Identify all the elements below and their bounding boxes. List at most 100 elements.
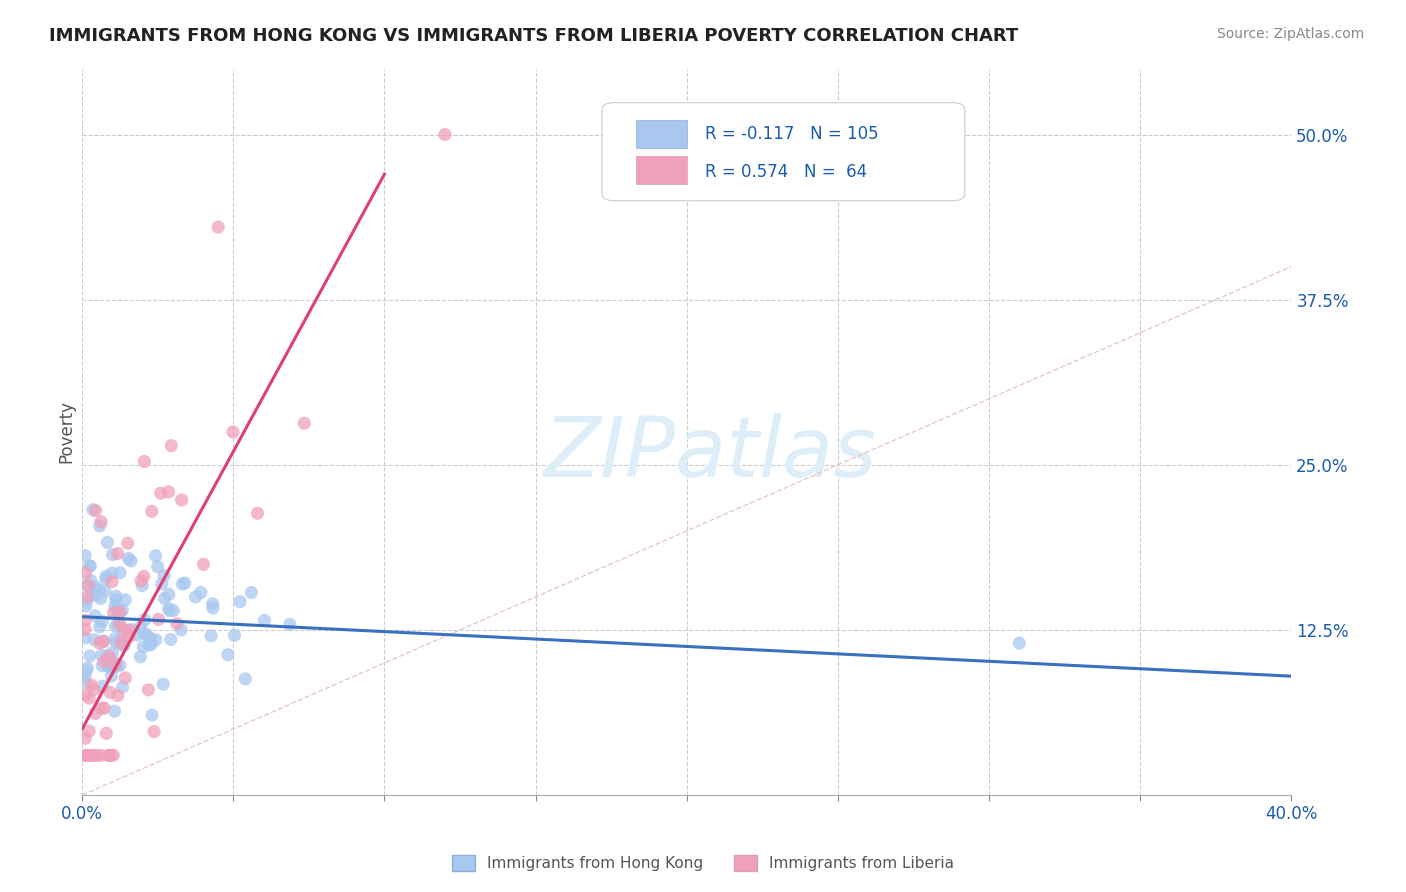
Point bbox=[83, 682, 105, 697]
Point bbox=[253, 614, 276, 628]
Text: R = -0.117   N = 105: R = -0.117 N = 105 bbox=[704, 125, 879, 143]
Point bbox=[157, 601, 180, 615]
Point bbox=[80, 574, 103, 588]
Point bbox=[152, 677, 174, 691]
Point bbox=[84, 503, 107, 517]
Point bbox=[75, 549, 97, 563]
Point bbox=[96, 535, 118, 549]
Point bbox=[86, 588, 108, 602]
Point bbox=[76, 661, 98, 675]
Point bbox=[104, 657, 127, 672]
Point bbox=[136, 628, 159, 642]
Point bbox=[229, 595, 252, 609]
Point bbox=[129, 649, 152, 664]
Point bbox=[153, 568, 176, 582]
Point bbox=[89, 620, 111, 634]
Point bbox=[101, 646, 124, 660]
Point bbox=[82, 502, 104, 516]
Point bbox=[131, 578, 153, 592]
Point bbox=[84, 706, 107, 721]
Point bbox=[190, 585, 212, 599]
Point bbox=[75, 748, 97, 763]
Text: R = 0.574   N =  64: R = 0.574 N = 64 bbox=[704, 162, 868, 181]
Point bbox=[157, 484, 180, 499]
Point bbox=[75, 664, 97, 678]
Point bbox=[89, 582, 111, 597]
Point bbox=[146, 559, 169, 574]
Point bbox=[93, 634, 115, 648]
Point bbox=[160, 439, 183, 453]
Point bbox=[173, 576, 195, 591]
Point bbox=[217, 648, 239, 662]
Point bbox=[170, 623, 193, 637]
Point bbox=[111, 638, 134, 652]
Point bbox=[75, 599, 97, 613]
Point bbox=[97, 659, 120, 673]
Point bbox=[80, 588, 103, 602]
Point bbox=[125, 628, 148, 642]
Point bbox=[91, 658, 114, 673]
Point bbox=[82, 748, 104, 763]
Point bbox=[184, 590, 207, 604]
Point bbox=[157, 587, 180, 601]
Point bbox=[75, 748, 97, 763]
Point bbox=[201, 597, 224, 611]
Point bbox=[193, 558, 215, 572]
Point bbox=[207, 220, 229, 235]
Point bbox=[89, 636, 111, 650]
Legend: Immigrants from Hong Kong, Immigrants from Liberia: Immigrants from Hong Kong, Immigrants fr… bbox=[446, 849, 960, 877]
Point bbox=[90, 515, 112, 529]
Point bbox=[93, 701, 115, 715]
Point bbox=[98, 649, 121, 664]
Point bbox=[118, 630, 141, 644]
Point bbox=[172, 577, 194, 591]
Point bbox=[129, 620, 152, 634]
Point bbox=[233, 672, 256, 686]
Point bbox=[96, 653, 118, 667]
Point bbox=[111, 603, 134, 617]
Point bbox=[94, 572, 117, 586]
Point bbox=[75, 595, 97, 609]
Point bbox=[75, 731, 97, 746]
Point bbox=[98, 748, 121, 763]
Point bbox=[90, 648, 112, 663]
Point bbox=[103, 655, 125, 669]
Point bbox=[141, 637, 163, 651]
Point bbox=[110, 635, 132, 649]
Point bbox=[148, 612, 170, 626]
Point bbox=[240, 585, 263, 599]
Point bbox=[292, 416, 315, 430]
Point bbox=[104, 589, 127, 603]
Point bbox=[114, 671, 136, 685]
Point bbox=[105, 636, 128, 650]
Point bbox=[159, 604, 181, 618]
Point bbox=[107, 689, 129, 703]
Text: IMMIGRANTS FROM HONG KONG VS IMMIGRANTS FROM LIBERIA POVERTY CORRELATION CHART: IMMIGRANTS FROM HONG KONG VS IMMIGRANTS … bbox=[49, 27, 1018, 45]
Point bbox=[104, 632, 127, 646]
Point bbox=[75, 689, 97, 703]
Text: ZIPatlas: ZIPatlas bbox=[544, 413, 877, 494]
Point bbox=[138, 638, 160, 652]
Point bbox=[132, 640, 155, 654]
Point bbox=[77, 724, 100, 739]
FancyBboxPatch shape bbox=[602, 103, 965, 201]
FancyBboxPatch shape bbox=[636, 156, 686, 184]
Point bbox=[100, 661, 122, 675]
Point bbox=[108, 618, 131, 632]
Point bbox=[100, 661, 122, 675]
Point bbox=[75, 566, 97, 580]
Point bbox=[80, 748, 103, 763]
Point bbox=[91, 615, 114, 629]
Point bbox=[77, 578, 100, 592]
Point bbox=[105, 602, 128, 616]
Point bbox=[108, 605, 131, 619]
Point bbox=[97, 748, 120, 763]
Text: Source: ZipAtlas.com: Source: ZipAtlas.com bbox=[1216, 27, 1364, 41]
Point bbox=[121, 623, 143, 637]
Point bbox=[76, 748, 98, 763]
Point bbox=[118, 623, 141, 637]
Point bbox=[93, 655, 115, 669]
Point bbox=[111, 680, 134, 694]
Point bbox=[112, 639, 135, 653]
Point bbox=[200, 629, 222, 643]
